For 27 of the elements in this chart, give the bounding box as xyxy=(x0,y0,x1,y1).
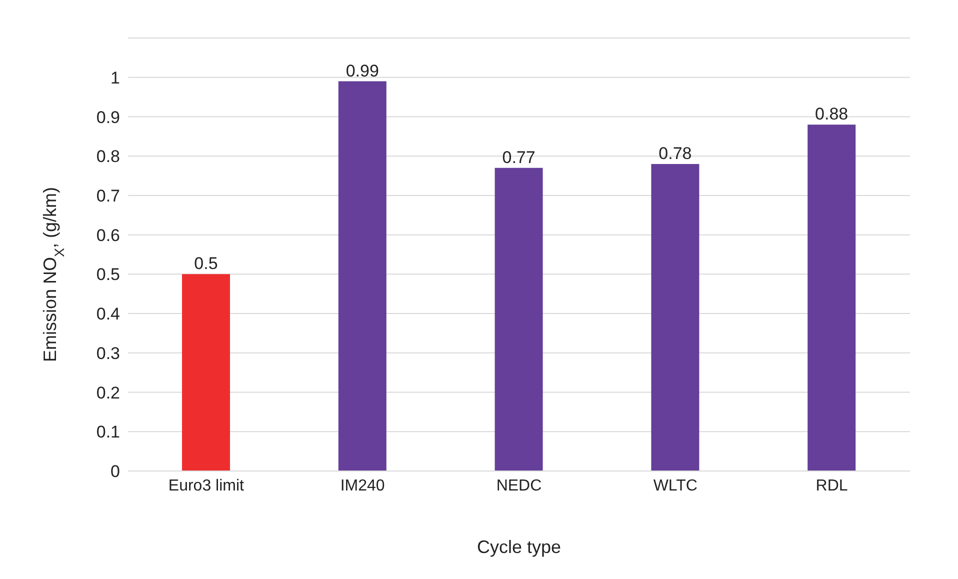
y-tick-label: 0.3 xyxy=(96,344,120,363)
bar xyxy=(182,274,230,471)
y-tick-label: 0.1 xyxy=(96,422,120,442)
bar xyxy=(651,164,700,471)
y-tick-label: 0.6 xyxy=(96,226,120,245)
y-tick-label: 0.5 xyxy=(96,265,120,284)
x-axis-title: Cycle type xyxy=(476,537,562,557)
x-tick-label: Euro3 limit xyxy=(168,477,245,494)
y-tick-label: 0.8 xyxy=(96,147,120,166)
x-tick-label: RDL xyxy=(816,477,848,494)
y-tick-label: 0.2 xyxy=(96,383,120,402)
y-tick-label: 1 xyxy=(110,68,120,88)
bar xyxy=(338,81,386,471)
x-tick-label: IM240 xyxy=(340,477,385,494)
data-label: 0.88 xyxy=(815,104,848,124)
y-tick-label: 0.9 xyxy=(96,108,120,127)
y-tick-label: 0.7 xyxy=(96,186,120,206)
bar xyxy=(494,168,543,471)
data-label: 0.99 xyxy=(346,61,379,80)
x-tick-label: WLTC xyxy=(653,477,698,494)
bar xyxy=(808,124,856,471)
y-tick-label: 0 xyxy=(110,462,120,482)
data-label: 0.78 xyxy=(658,144,692,163)
data-label: 0.5 xyxy=(194,254,218,274)
y-tick-label: 0.4 xyxy=(96,304,120,324)
data-label: 0.77 xyxy=(502,148,536,167)
x-tick-label: NEDC xyxy=(496,477,542,494)
